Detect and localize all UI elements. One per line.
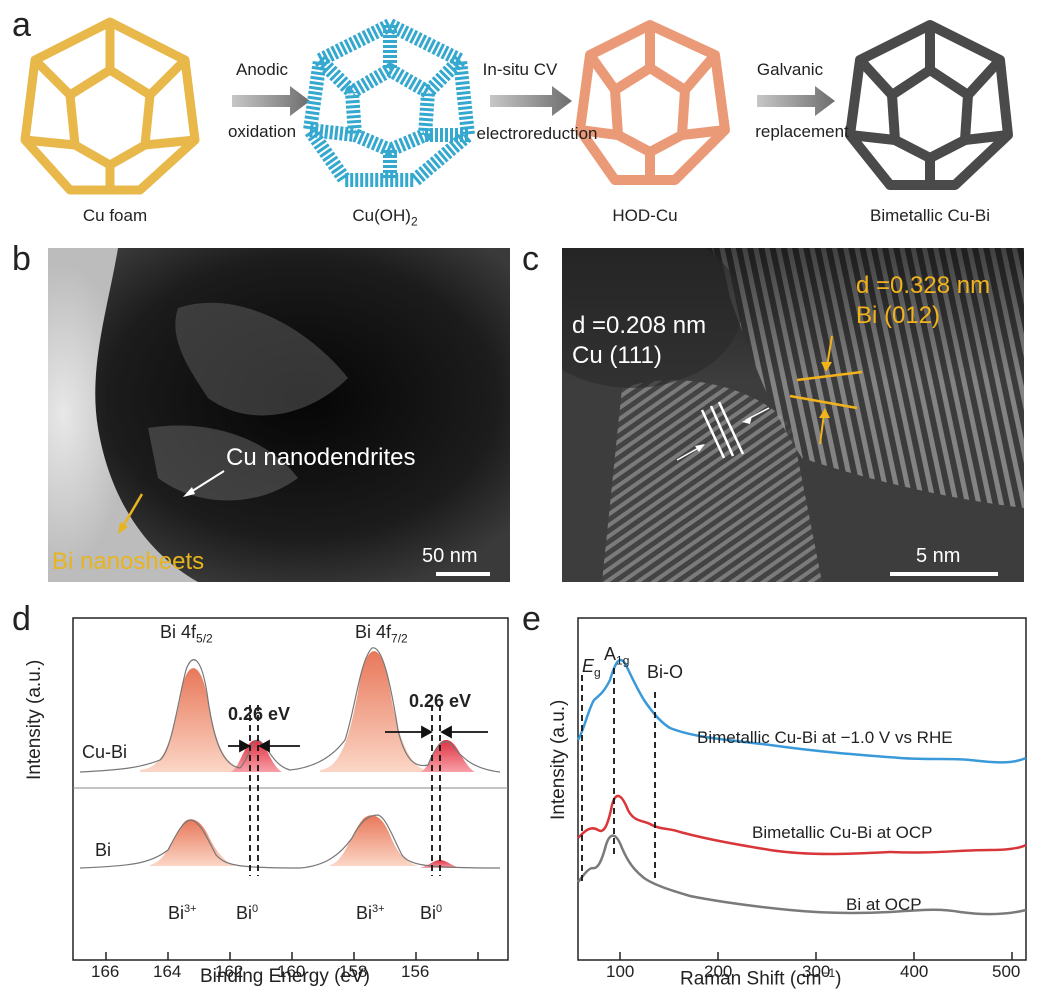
- xps-xlabel: Binding Energy (eV): [199, 966, 371, 987]
- raman-label-bio: Bi-O: [647, 662, 683, 682]
- raman-legend-bi-ocp: Bi at OCP: [846, 895, 922, 914]
- panel-a-graphics: [20, 17, 1013, 195]
- scalebar-b: [436, 572, 490, 576]
- label-cu-plane: Cu (111): [572, 342, 662, 369]
- xps-dashed-lines: [249, 705, 441, 876]
- arrow-2-bottom-label: electroreduction: [476, 124, 598, 143]
- xps-shift-arrows: [228, 725, 488, 753]
- xps-xtick-162: 162: [215, 962, 244, 981]
- hod-cu-graphic: [575, 20, 730, 185]
- raman-xtick-100: 100: [606, 962, 635, 981]
- arrow-2-top-label: In-situ CV: [482, 60, 558, 79]
- xps-frame: [72, 617, 509, 961]
- raman-xtick-400: 400: [900, 962, 929, 981]
- xps-curve-cubi: [79, 647, 501, 773]
- arrow-2: [490, 86, 572, 116]
- panel-e-letter: e: [522, 600, 541, 638]
- caption-hod-cu: HOD-Cu: [612, 206, 678, 225]
- xps-shift-label-left: 0.26 eV: [228, 704, 291, 724]
- raman-xtick-200: 200: [704, 962, 733, 981]
- raman-legend-cubi-neg1v: Bimetallic Cu-Bi at −1.0 V vs RHE: [697, 728, 953, 747]
- xps-label-bi3-left: Bi3+: [168, 903, 197, 923]
- xps-xticks: [105, 952, 479, 960]
- raman-ylabel: Intensity (a.u.): [548, 699, 569, 820]
- arrow-3-top-label: Galvanic: [756, 60, 824, 79]
- xps-sample-bi: Bi: [95, 840, 112, 860]
- xps-sample-cubi: Cu-Bi: [82, 742, 128, 762]
- raman-xlabel: Raman Shift (cm−1): [680, 966, 842, 990]
- xps-label-bi3-right: Bi3+: [356, 903, 385, 923]
- raman-curve-cubi-ocp: [577, 794, 1027, 856]
- cu-foam-graphic: [20, 17, 200, 195]
- raman-legend-cubi-ocp: Bimetallic Cu-Bi at OCP: [752, 823, 933, 842]
- raman-curve-cubi-neg1v: [576, 658, 1027, 764]
- raman-dashed-lines: [581, 668, 656, 885]
- label-bi-nanosheets: Bi nanosheets: [52, 548, 205, 575]
- scalebar-c: [890, 572, 998, 576]
- xps-xtick-156: 156: [401, 962, 430, 981]
- arrow-3-bottom-label: replacement: [755, 122, 849, 141]
- arrow-bi-nanosheets: [118, 493, 144, 534]
- label-bi-d: d =0.328 nm: [856, 272, 991, 299]
- xps-peak-cubi-bi0-right: [420, 740, 475, 772]
- raman-xticks: [619, 952, 1013, 960]
- caption-cu-oh: Cu(OH)2: [352, 206, 418, 229]
- panel-b-letter: b: [12, 240, 31, 278]
- arrow-1: [232, 86, 310, 116]
- xps-peak-cubi-bi3-left: [140, 668, 240, 772]
- xps-peak-bi-bi3-left: [150, 819, 235, 866]
- label-cu-nanodendrites: Cu nanodendrites: [226, 444, 416, 471]
- raman-chart: [576, 617, 1027, 961]
- hrtem-image-c: [562, 248, 1024, 582]
- panel-c-letter: c: [522, 240, 539, 278]
- caption-cu-bi: Bimetallic Cu-Bi: [870, 206, 990, 225]
- xps-ylabel: Intensity (a.u.): [24, 659, 45, 780]
- raman-label-a1g: A1g: [604, 644, 630, 668]
- xps-label-bi0-left: Bi0: [236, 903, 259, 923]
- scalebar-c-label: 5 nm: [916, 545, 961, 567]
- raman-frame: [577, 617, 1027, 961]
- xps-label-bi4f72: Bi 4f7/2: [355, 622, 408, 646]
- raman-xtick-300: 300: [802, 962, 831, 981]
- panel-d-letter: d: [12, 600, 31, 638]
- arrow-3: [757, 86, 835, 116]
- arrow-cu-nanodendrites: [183, 470, 225, 497]
- hrtem-overlay-c: [676, 335, 863, 461]
- xps-xtick-164: 164: [153, 962, 182, 981]
- cu-oh-graphic: [303, 18, 475, 187]
- xps-chart: [72, 617, 509, 961]
- xps-shift-label-right: 0.26 eV: [409, 691, 472, 711]
- xps-xtick-158: 158: [339, 962, 368, 981]
- arrow-1-top-label: Anodic: [236, 60, 288, 79]
- arrow-1-bottom-label: oxidation: [227, 122, 297, 141]
- xps-xtick-166: 166: [91, 962, 120, 981]
- panel-a-letter: a: [12, 6, 31, 44]
- xps-xtick-160: 160: [277, 962, 306, 981]
- xps-label-bi0-right: Bi0: [420, 903, 443, 923]
- caption-cu-foam: Cu foam: [82, 206, 148, 225]
- cu-bi-graphic: [845, 20, 1013, 190]
- xps-peak-bi-bi3-right: [330, 815, 418, 866]
- raman-xtick-500: 500: [992, 962, 1021, 981]
- scalebar-b-label: 50 nm: [422, 545, 478, 567]
- raman-label-eg: Eg: [582, 656, 601, 680]
- xps-label-bi4f52: Bi 4f5/2: [160, 622, 213, 646]
- label-cu-d: d =0.208 nm: [572, 312, 707, 339]
- xps-curve-bi: [79, 814, 501, 869]
- label-bi-plane: Bi (012): [856, 302, 941, 329]
- xps-peak-cubi-bi3-right: [320, 651, 425, 772]
- raman-curve-bi-ocp: [577, 834, 1027, 916]
